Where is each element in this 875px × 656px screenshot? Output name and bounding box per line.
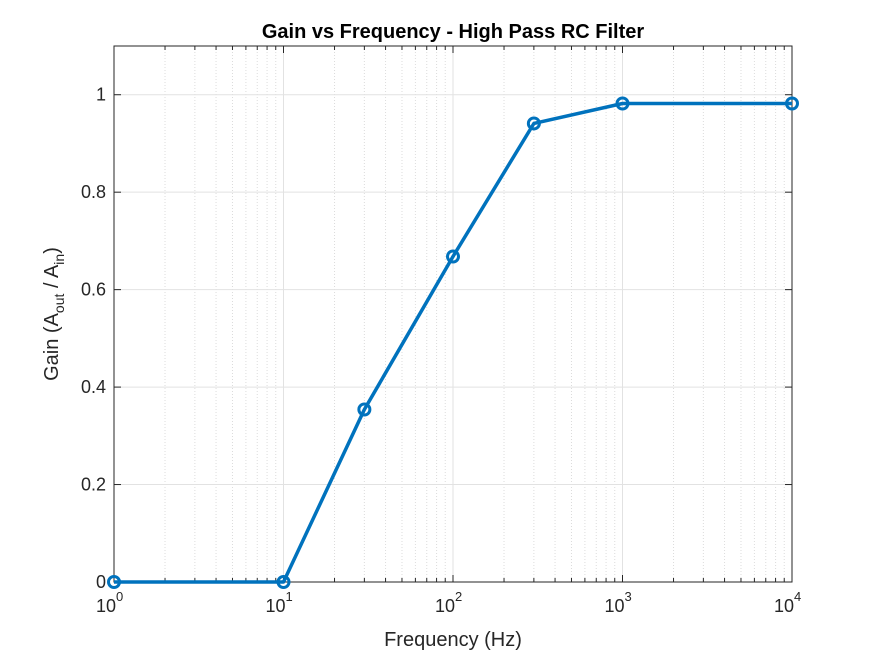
- x-tick-label: 10: [604, 596, 624, 616]
- y-tick-label: 1: [96, 85, 106, 105]
- y-axis-label: Gain (Aout / Ain): [41, 247, 67, 381]
- data-point-marker: [276, 575, 291, 589]
- data-point-marker: [107, 575, 121, 589]
- data-point-marker: [785, 96, 799, 111]
- x-axis-label: Frequency (Hz): [384, 629, 522, 651]
- series-line: [114, 101, 792, 584]
- x-tick-exponent: 4: [794, 589, 801, 604]
- y-label-sub-out: out: [51, 293, 67, 313]
- y-tick-label: 0.4: [81, 377, 106, 397]
- minor-grid: [164, 46, 785, 582]
- data-point-marker: [446, 249, 460, 264]
- y-tick-labels: 0 0.2 0.4 0.6 0.8 1: [81, 85, 106, 592]
- x-tick-exponent: 0: [116, 589, 123, 604]
- x-tick-label: 10: [96, 596, 116, 616]
- x-tick-label: 10: [265, 596, 285, 616]
- y-tick-label: 0.2: [81, 475, 106, 495]
- x-tick-label: 10: [435, 596, 455, 616]
- data-point-marker: [526, 116, 541, 131]
- series-layer: [107, 96, 799, 589]
- y-label-prefix: Gain (A: [41, 312, 63, 380]
- y-tick-label: 0: [96, 572, 106, 592]
- y-tick-label: 0.6: [81, 280, 106, 300]
- x-tick-labels: 10 0 10 1 10 2 10 3 10 4: [96, 589, 801, 616]
- y-tick-label: 0.8: [81, 182, 106, 202]
- data-point-marker: [357, 402, 372, 417]
- x-tick-exponent: 1: [286, 589, 293, 604]
- chart-title: Gain vs Frequency - High Pass RC Filter: [262, 21, 645, 43]
- data-point-marker: [615, 96, 630, 111]
- x-tick-exponent: 3: [625, 589, 632, 604]
- x-tick-label: 10: [774, 596, 794, 616]
- x-tick-exponent: 2: [455, 589, 462, 604]
- y-label-suffix: ): [41, 247, 63, 254]
- y-label-sub-in: in: [51, 254, 67, 265]
- y-label-middle: / A: [41, 264, 63, 294]
